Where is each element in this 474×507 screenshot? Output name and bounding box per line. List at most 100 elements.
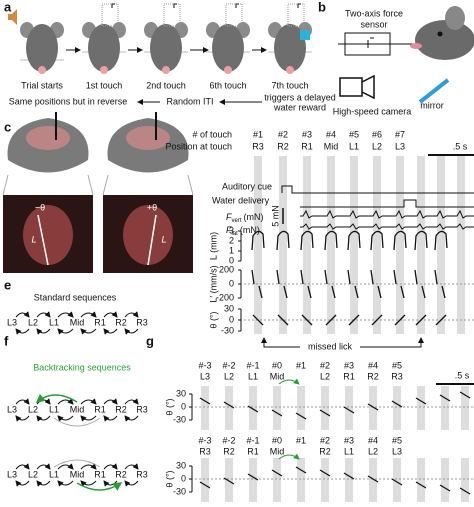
touch-window — [345, 458, 353, 502]
length-trace — [324, 230, 338, 251]
angle-label: −θ — [35, 202, 45, 212]
touch-label: #-1 — [246, 360, 259, 370]
mouse-nose — [38, 66, 46, 74]
cue-trace — [281, 185, 474, 194]
angle-trace — [343, 406, 355, 414]
row-header: Position at touch — [165, 141, 232, 151]
touch-label: #4 — [368, 360, 378, 370]
touch-window — [393, 386, 401, 430]
angle-axis-label: θ (°) — [164, 398, 174, 415]
sequence-arc — [36, 328, 51, 335]
touch-label: #5 — [392, 435, 402, 445]
angle-tick-label: -30 — [173, 414, 186, 424]
touch-window — [457, 156, 465, 334]
sensor-arm — [235, 3, 239, 8]
sensor-label: Two-axis force — [345, 8, 403, 18]
tongue-photo — [123, 205, 173, 265]
camera-body — [339, 77, 363, 97]
sequence-arc — [124, 398, 139, 405]
angle-trace — [435, 314, 447, 326]
tongue-photo — [23, 205, 73, 265]
velocity-tick-label: 200 — [219, 264, 234, 274]
length-axis-label: L (mm) — [208, 232, 218, 260]
touch-label: #5 — [392, 360, 402, 370]
position-label: R1 — [94, 317, 106, 327]
panel-letter: a — [4, 0, 12, 14]
force-label: Fvert (mN) — [226, 212, 264, 223]
angle-tick-label: 0 — [181, 473, 186, 483]
sequence-arc — [15, 328, 30, 335]
mouse-tongue — [410, 43, 422, 49]
sensor-arm — [173, 3, 177, 8]
panel-letter: e — [4, 277, 11, 292]
camera-lens — [361, 74, 375, 100]
sequence-arc — [80, 311, 97, 318]
velocity-tick-label: -200 — [216, 292, 234, 302]
backtrack-arc — [76, 482, 123, 491]
position-label: Mid — [270, 371, 285, 381]
step-label: 1st touch — [86, 80, 123, 90]
sequence-arc — [124, 311, 139, 318]
position-label: Mid — [70, 404, 85, 414]
angle-trace — [247, 405, 259, 413]
mouse-nose — [162, 66, 170, 74]
sequence-arc — [124, 328, 139, 335]
force-lat-trace — [300, 223, 474, 230]
mouse-head — [150, 24, 182, 72]
touch-label: #-1 — [246, 435, 259, 445]
position-label: R1 — [343, 371, 355, 381]
touch-window — [369, 386, 377, 430]
mouse-eye — [437, 31, 443, 37]
sequence-arc — [57, 463, 74, 470]
touch-window — [417, 458, 425, 502]
position-label: L2 — [368, 446, 378, 456]
backtrack-arrow — [278, 453, 300, 460]
missed-arrow — [360, 337, 424, 348]
mouse-nose — [286, 66, 294, 74]
position-label: L1 — [49, 469, 59, 479]
length-trace — [251, 230, 265, 251]
touch-label: #-3 — [198, 360, 211, 370]
iti-label: Random ITI — [166, 96, 213, 106]
touch-window — [441, 458, 449, 502]
mouse-nose — [100, 66, 108, 74]
touch-label: #-2 — [222, 360, 235, 370]
mirror-line — [418, 78, 450, 104]
sequence-arc — [103, 415, 118, 422]
cue-box — [300, 30, 310, 40]
sequence-arc — [103, 398, 118, 405]
angle-trace — [391, 478, 403, 486]
angle-trace — [439, 394, 451, 402]
touch-window — [297, 458, 305, 502]
length-line — [147, 214, 157, 266]
velocity-trace — [393, 269, 405, 299]
water-trace — [300, 199, 474, 208]
angle-trace — [459, 487, 471, 495]
sequence-arc — [80, 328, 97, 335]
force-scale-label: 5 mN — [270, 205, 280, 227]
angle-trace — [223, 477, 235, 485]
position-label: Mid — [270, 446, 285, 456]
touch-window — [249, 458, 257, 502]
sequence-arc — [57, 311, 74, 318]
velocity-trace — [370, 269, 382, 299]
sensor-detail — [362, 37, 374, 48]
touch-label: #7 — [395, 129, 405, 139]
length-trace — [347, 230, 361, 251]
position-label: L2 — [224, 371, 234, 381]
touch-window — [417, 156, 425, 334]
touch-window — [461, 386, 469, 430]
touch-window — [279, 156, 287, 334]
touch-label: #5 — [349, 129, 359, 139]
touch-label: #3 — [302, 129, 312, 139]
sequence-arc — [57, 398, 74, 405]
position-label: L3 — [7, 404, 17, 414]
length-trace — [300, 230, 314, 251]
angle-trace — [295, 466, 307, 474]
touch-window — [254, 156, 262, 334]
touch-window — [249, 386, 257, 430]
sequence-arc — [36, 311, 51, 318]
sequence-arc — [80, 480, 97, 487]
panel-letter: f — [4, 333, 9, 348]
